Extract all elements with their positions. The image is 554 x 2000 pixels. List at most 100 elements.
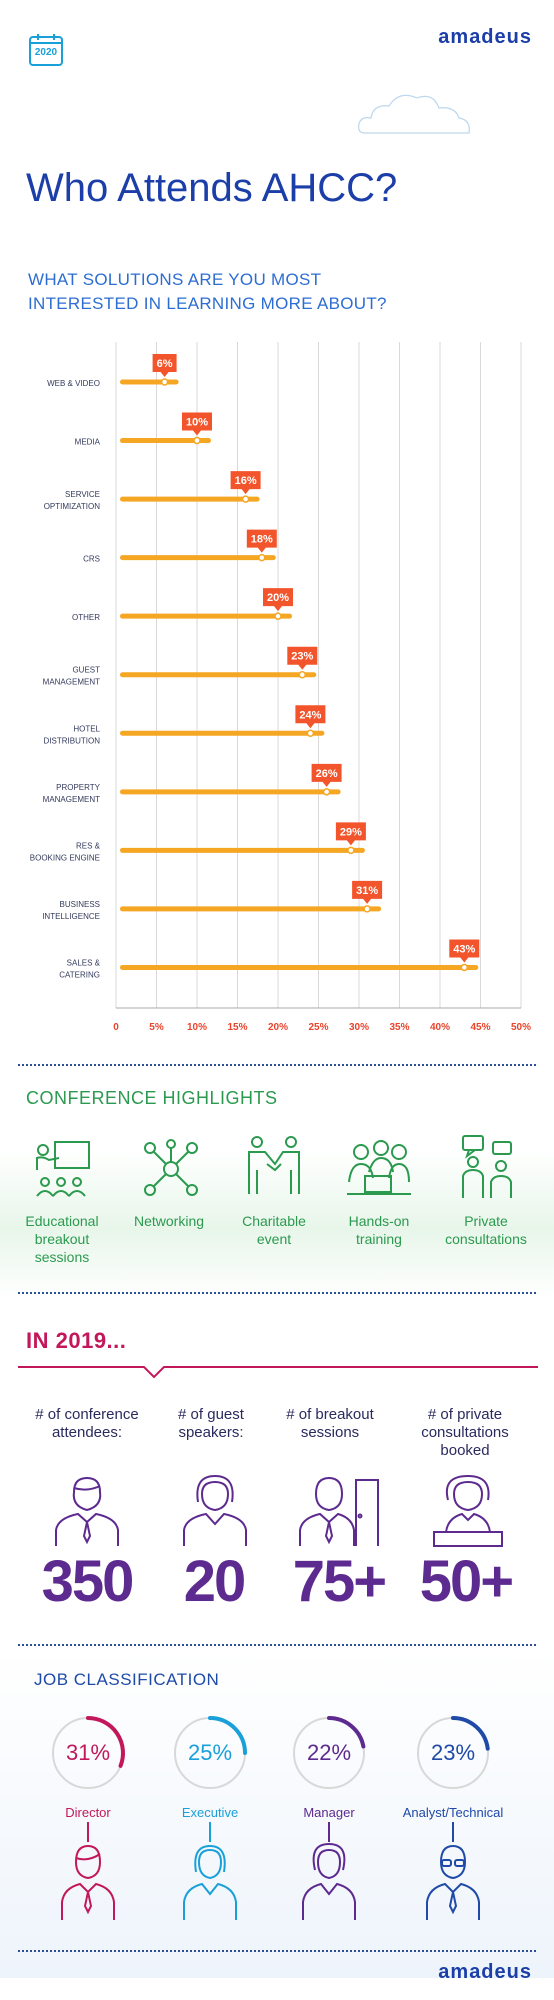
data-label-bubble <box>152 354 177 377</box>
job-pct-director: 31% <box>65 1740 111 1765</box>
data-label: 18% <box>251 534 273 546</box>
data-label: 10% <box>186 417 208 429</box>
director-icon <box>61 1822 115 1920</box>
bar <box>120 730 325 736</box>
breakout-icon <box>299 1476 379 1546</box>
page-title: Who Attends AHCC? <box>26 166 398 210</box>
x-tick-label: 40% <box>430 1022 450 1033</box>
data-label-bubble <box>352 880 383 904</box>
data-label-bubble <box>335 822 366 846</box>
job-pct-analyst: 23% <box>430 1740 476 1765</box>
executive-icon <box>183 1822 237 1920</box>
stat-value-speakers: 20 <box>183 1549 247 1614</box>
bar <box>120 496 260 502</box>
job-ring-arc <box>451 1716 490 1751</box>
job-label-analyst: Analyst/Technical <box>402 1805 504 1820</box>
bar <box>120 906 382 912</box>
category-label: CATERING <box>59 970 100 979</box>
section-divider <box>18 1064 536 1066</box>
bar-marker <box>274 612 282 620</box>
data-label-bubble <box>246 529 277 553</box>
x-tick-label: 25% <box>308 1022 328 1033</box>
highlight-label-networking: Networking <box>133 1213 205 1229</box>
category-label: OTHER <box>72 613 100 622</box>
stat-value-attendees: 350 <box>41 1549 135 1614</box>
handshake-icon <box>248 1136 300 1194</box>
job-ring-arc <box>208 1716 247 1755</box>
bar <box>120 789 341 795</box>
data-label: 23% <box>291 651 313 663</box>
category-label: GUEST <box>72 666 100 675</box>
bar <box>120 379 179 385</box>
category-label: MANAGEMENT <box>43 678 100 687</box>
bar <box>120 555 276 561</box>
bar <box>120 847 365 853</box>
category-label: INTELLIGENCE <box>42 912 100 921</box>
category-label: BOOKING ENGINE <box>30 853 100 862</box>
bar-marker <box>298 670 307 679</box>
highlights-background <box>0 1068 554 1298</box>
data-label-bubble <box>311 763 342 787</box>
job-pct-manager: 22% <box>306 1740 352 1765</box>
year-title: IN 2019... <box>26 1328 127 1353</box>
x-tick-label: 20% <box>268 1022 288 1033</box>
data-label-bubble <box>295 705 326 729</box>
footer-divider <box>18 1950 536 1952</box>
cloud-icon <box>358 94 470 134</box>
data-label-bubble <box>230 471 261 495</box>
category-label: CRS <box>83 555 100 564</box>
stat-value-breakout: 75+ <box>292 1549 387 1614</box>
job-ring-arc <box>327 1716 366 1749</box>
training-icon <box>347 1140 411 1195</box>
job-ring-arc <box>86 1716 125 1768</box>
bar <box>120 613 292 619</box>
highlight-label-training: Hands-on training <box>348 1213 410 1247</box>
stat-label-speakers: # of guest speakers: <box>178 1406 244 1441</box>
bar-marker <box>258 553 266 562</box>
category-label: BUSINESS <box>60 900 100 909</box>
bar-marker <box>363 905 371 913</box>
category-label: OPTIMIZATION <box>44 502 101 511</box>
highlight-label-charitable: Charitable event <box>242 1213 306 1247</box>
stat-label-breakout: # of breakout sessions <box>286 1406 374 1441</box>
x-tick-label: 5% <box>149 1022 164 1033</box>
year-title-underline <box>18 1366 538 1379</box>
x-tick-label: 15% <box>227 1022 247 1033</box>
presentation-icon <box>36 1141 90 1197</box>
job-rings <box>52 1716 490 1789</box>
data-label: 31% <box>356 885 378 897</box>
bar-marker <box>347 846 355 855</box>
manager-icon <box>302 1822 356 1920</box>
data-label: 43% <box>453 943 475 955</box>
x-tick-label: 35% <box>389 1022 409 1033</box>
category-label: DISTRIBUTION <box>44 736 101 745</box>
bar-marker <box>241 495 250 503</box>
bar-marker <box>322 788 331 796</box>
data-label: 16% <box>235 475 257 487</box>
highlights-title: CONFERENCE HIGHLIGHTS <box>26 1088 278 1108</box>
network-icon <box>144 1139 198 1196</box>
data-label-bubble <box>287 646 318 670</box>
data-label: 26% <box>316 768 338 780</box>
section-divider <box>18 1292 536 1294</box>
jobs-title: JOB CLASSIFICATION <box>34 1670 220 1689</box>
chart-question-line-2: INTERESTED IN LEARNING MORE ABOUT? <box>28 294 387 313</box>
category-label: HOTEL <box>73 724 100 733</box>
bar <box>120 672 317 678</box>
consultant-icon <box>433 1474 503 1547</box>
job-pct-executive: 25% <box>187 1740 233 1765</box>
stat-label-attendees: # of conference attendees: <box>35 1406 139 1441</box>
data-label: 24% <box>299 709 321 721</box>
data-label: 20% <box>267 592 289 604</box>
calendar-icon: 2020 <box>28 32 64 68</box>
category-label: PROPERTY <box>56 783 101 792</box>
chart-question-line-1: WHAT SOLUTIONS ARE YOU MOST <box>28 270 322 289</box>
data-label-bubble <box>182 412 212 436</box>
speaker-icon <box>183 1474 247 1546</box>
bar-marker <box>460 963 469 972</box>
category-label: MANAGEMENT <box>43 795 100 804</box>
category-label: RES & <box>76 841 101 850</box>
solutions-bar-chart: 0 5% 10% 15% 20% 25% 30% 35% 40% 45% 50% WEB & VIDE… <box>30 342 531 1033</box>
x-tick-label: 45% <box>470 1022 490 1033</box>
chart-question: WHAT SOLUTIONS ARE YOU MOST INTERESTED I… <box>28 268 387 316</box>
